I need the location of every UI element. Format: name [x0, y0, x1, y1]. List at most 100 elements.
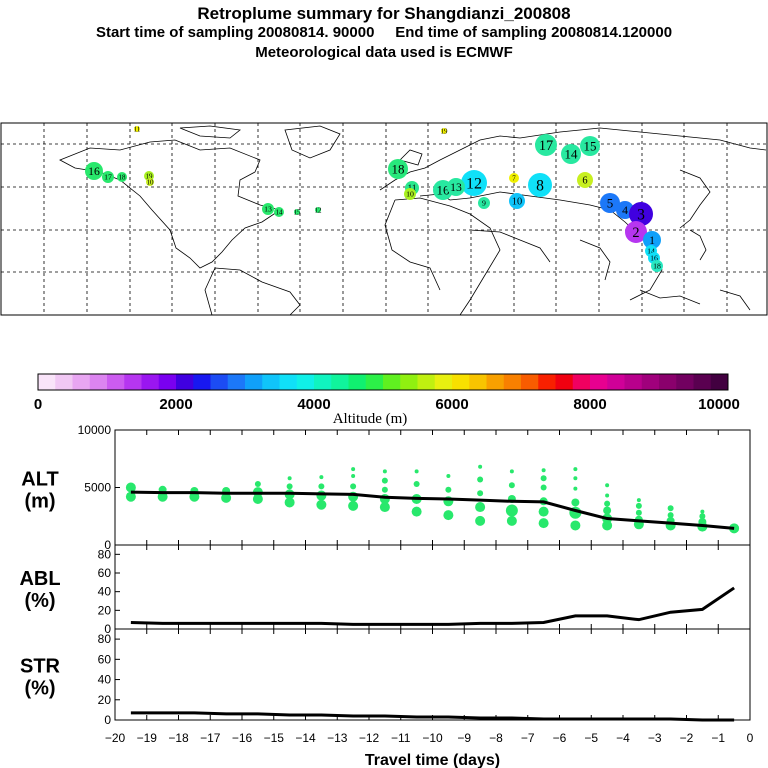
- plume-marker-label: 12: [315, 206, 323, 214]
- y-tick-label: 0: [104, 713, 111, 727]
- plume-marker-label: 19: [146, 172, 154, 180]
- scatter-point: [316, 490, 327, 501]
- scatter-point: [477, 490, 484, 497]
- plume-marker-label: 19: [441, 127, 449, 135]
- x-tick-label: −2: [680, 731, 694, 745]
- scatter-point: [635, 502, 642, 509]
- x-tick-label: −18: [168, 731, 189, 745]
- scatter-point: [475, 502, 486, 513]
- colorbar-label: Altitude (m): [333, 411, 408, 427]
- plume-marker-label: 2: [632, 225, 639, 241]
- x-tick-label: −17: [200, 731, 221, 745]
- panel-frame: [114, 429, 751, 546]
- plume-marker: 12: [461, 170, 487, 196]
- plume-marker-dot: [461, 170, 487, 196]
- panel-alt: ALT(m) 0 5000 10000: [21, 423, 751, 552]
- series-line: [130, 586, 735, 626]
- scatter-point: [573, 467, 578, 472]
- colorbar-cell: [659, 374, 677, 390]
- sampling-times: Start time of sampling 20080814. 90000 E…: [95, 24, 673, 41]
- scatter-point: [541, 468, 546, 473]
- plume-marker-dot: [102, 171, 114, 183]
- x-tick-label: −11: [391, 731, 411, 745]
- scatter-point: [348, 500, 359, 511]
- scatter-point: [443, 510, 454, 521]
- plume-marker: 14: [561, 144, 581, 164]
- colorbar-tick: 4000: [297, 396, 330, 413]
- plume-marker: 10: [404, 188, 416, 200]
- scatter-point: [287, 476, 292, 481]
- colorbar-cell: [193, 374, 211, 390]
- plume-marker-dot: [134, 126, 140, 132]
- x-tick-label: −16: [232, 731, 253, 745]
- colorbar-cell: [486, 374, 505, 390]
- plume-marker-dot: [535, 134, 557, 156]
- y-tick-label: 40: [98, 673, 112, 687]
- x-tick-label: 0: [747, 731, 754, 745]
- colorbar-cell: [314, 374, 332, 390]
- colorbar-cell: [141, 374, 160, 390]
- y-tick-label: 40: [98, 585, 112, 599]
- plume-marker: 7: [509, 173, 519, 183]
- y-tick-label: 60: [98, 566, 112, 580]
- scatter-point: [509, 469, 514, 474]
- plume-marker-dot: [262, 203, 274, 215]
- x-tick-label: −13: [327, 731, 348, 745]
- plume-marker-dot: [625, 221, 647, 243]
- scatter-point: [700, 509, 705, 514]
- colorbar-tick: 0: [34, 396, 42, 413]
- plume-marker-dot: [478, 197, 490, 209]
- y-tick-label: 10000: [78, 423, 112, 437]
- scatter-point: [381, 486, 388, 493]
- plume-marker-dot: [600, 193, 620, 213]
- x-axis-label: Travel time (days): [365, 752, 500, 768]
- plume-marker-dot: [509, 193, 525, 209]
- scatter-point: [414, 469, 419, 474]
- plume-marker-label: 17: [539, 138, 553, 154]
- plume-marker-dot: [388, 159, 408, 179]
- plume-marker-label: 14: [276, 208, 284, 216]
- plume-marker: 1: [643, 231, 661, 249]
- plume-marker-label: 16: [650, 254, 658, 263]
- plume-marker-label: 10: [147, 178, 155, 186]
- colorbar-cell: [503, 374, 522, 390]
- scatter-point: [604, 500, 611, 507]
- colorbar-cell: [641, 374, 660, 390]
- plume-marker-dot: [528, 173, 552, 197]
- panel-ylabel: ALT: [21, 469, 58, 491]
- colorbar-cell: [38, 374, 56, 390]
- plume-marker: 9: [478, 197, 490, 209]
- plume-marker: 12: [315, 206, 323, 214]
- panel-ylabel-unit: (m): [24, 491, 55, 513]
- series-line: [130, 711, 735, 722]
- x-tick-label: −9: [457, 731, 471, 745]
- plume-marker-label: 10: [512, 197, 522, 208]
- panel-abl: ABL(%) 0 20 40 60 80: [19, 544, 751, 636]
- colorbar-tick: 2000: [159, 396, 192, 413]
- colorbar-cell: [400, 374, 418, 390]
- plume-marker-label: 18: [653, 262, 661, 271]
- colorbar-cell: [262, 374, 280, 390]
- y-tick-label: 20: [98, 693, 112, 707]
- scatter-point: [508, 482, 515, 489]
- plume-marker-dot: [509, 173, 519, 183]
- x-tick-label: −15: [264, 731, 285, 745]
- scatter-point: [351, 467, 356, 472]
- plume-marker: 8: [528, 173, 552, 197]
- plume-marker-dot: [447, 178, 465, 196]
- plume-marker-label: 4: [622, 204, 628, 217]
- plume-marker: 15: [294, 208, 302, 216]
- colorbar-cell: [607, 374, 625, 390]
- y-tick-label: 0: [104, 538, 111, 552]
- scatter-point: [125, 482, 136, 493]
- colorbar-cell: [538, 374, 556, 390]
- scatter-point: [316, 499, 327, 510]
- scatter-point: [540, 484, 547, 491]
- plume-marker-label: 13: [264, 205, 272, 214]
- scatter-point: [603, 506, 612, 515]
- plume-marker-dot: [441, 128, 447, 134]
- scatter-point: [605, 493, 610, 498]
- plume-marker-label: 18: [392, 162, 405, 177]
- plume-marker-label: 18: [119, 173, 127, 181]
